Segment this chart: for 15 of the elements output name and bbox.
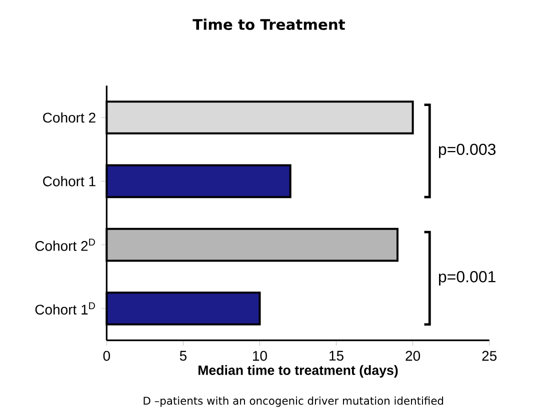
text: D –patients with an oncogenic driver mutation identified [144, 396, 444, 407]
y-tick-label: Cohort 2 [43, 112, 96, 123]
y-tick-label: Cohort 1$^{D}$ [35, 302, 95, 315]
x-axis-title: Median time to treatment (days) [198, 365, 398, 378]
x-tick-label: 5 [180, 350, 187, 361]
x-tick-label: 20 [406, 350, 420, 361]
x-tick-label: 15 [330, 350, 344, 361]
x-tick-label: 25 [482, 350, 497, 361]
chart-title: Time to Treatment [192, 18, 346, 30]
x-tick-label: 10 [253, 350, 267, 361]
y-tick-label: Cohort 1 [43, 176, 96, 186]
y-tick-label: Cohort 2$^{D}$ [35, 238, 95, 251]
x-tick-label: 0 [103, 350, 110, 361]
annotation: p=0.003 [438, 144, 496, 158]
annotation: p=0.001 [438, 271, 496, 286]
